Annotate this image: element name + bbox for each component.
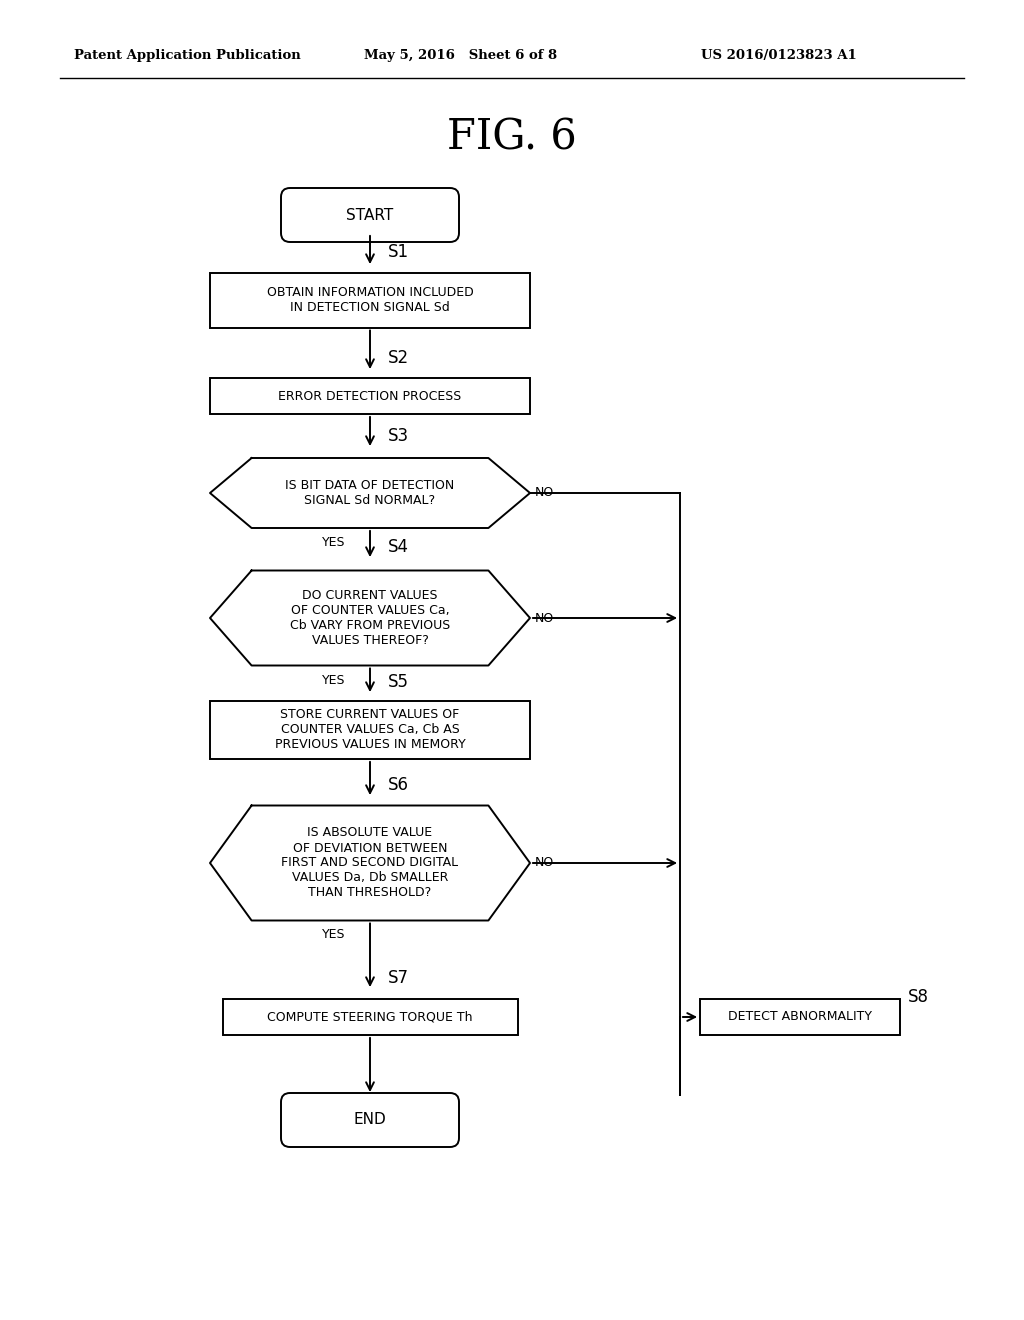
Text: S3: S3 [388, 426, 410, 445]
Bar [222, 999, 517, 1035]
Text: END: END [353, 1113, 386, 1127]
Text: Patent Application Publication: Patent Application Publication [74, 49, 300, 62]
Text: May 5, 2016   Sheet 6 of 8: May 5, 2016 Sheet 6 of 8 [364, 49, 557, 62]
Text: DETECT ABNORMALITY: DETECT ABNORMALITY [728, 1011, 872, 1023]
Bar [700, 999, 900, 1035]
Text: ERROR DETECTION PROCESS: ERROR DETECTION PROCESS [279, 389, 462, 403]
FancyBboxPatch shape [281, 1093, 459, 1147]
Bar [210, 272, 530, 327]
Text: START: START [346, 207, 393, 223]
Text: FIG. 6: FIG. 6 [447, 117, 577, 158]
Text: COMPUTE STEERING TORQUE Th: COMPUTE STEERING TORQUE Th [267, 1011, 473, 1023]
Text: S2: S2 [388, 348, 410, 367]
Polygon shape [210, 458, 530, 528]
Text: NO: NO [535, 857, 554, 870]
Text: DO CURRENT VALUES
OF COUNTER VALUES Ca,
Cb VARY FROM PREVIOUS
VALUES THEREOF?: DO CURRENT VALUES OF COUNTER VALUES Ca, … [290, 589, 451, 647]
Text: YES: YES [322, 928, 345, 941]
Bar [210, 701, 530, 759]
Polygon shape [210, 570, 530, 665]
Text: US 2016/0123823 A1: US 2016/0123823 A1 [701, 49, 857, 62]
Text: OBTAIN INFORMATION INCLUDED
IN DETECTION SIGNAL Sd: OBTAIN INFORMATION INCLUDED IN DETECTION… [266, 286, 473, 314]
Text: S5: S5 [388, 673, 409, 690]
Text: S7: S7 [388, 969, 409, 987]
Text: NO: NO [535, 611, 554, 624]
Text: S1: S1 [388, 243, 410, 261]
Text: YES: YES [322, 536, 345, 549]
Text: NO: NO [535, 487, 554, 499]
Text: YES: YES [322, 673, 345, 686]
Text: IS ABSOLUTE VALUE
OF DEVIATION BETWEEN
FIRST AND SECOND DIGITAL
VALUES Da, Db SM: IS ABSOLUTE VALUE OF DEVIATION BETWEEN F… [282, 826, 459, 899]
Text: S8: S8 [908, 987, 929, 1006]
Text: S6: S6 [388, 776, 409, 795]
Text: IS BIT DATA OF DETECTION
SIGNAL Sd NORMAL?: IS BIT DATA OF DETECTION SIGNAL Sd NORMA… [286, 479, 455, 507]
Text: S4: S4 [388, 539, 409, 556]
Bar [210, 378, 530, 414]
Polygon shape [210, 805, 530, 920]
Text: STORE CURRENT VALUES OF
COUNTER VALUES Ca, Cb AS
PREVIOUS VALUES IN MEMORY: STORE CURRENT VALUES OF COUNTER VALUES C… [274, 709, 465, 751]
FancyBboxPatch shape [281, 187, 459, 242]
